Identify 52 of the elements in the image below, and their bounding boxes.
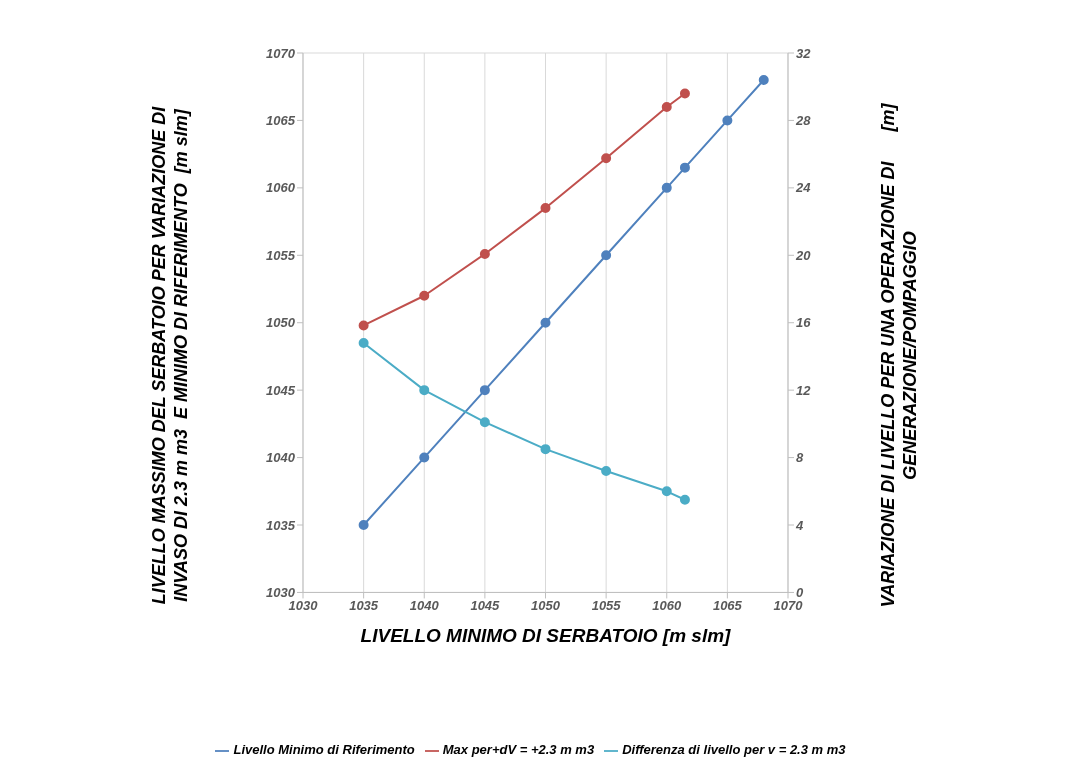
y-tick-label: 1065 [266,113,296,129]
point [419,290,430,301]
y2-tick-label: 24 [795,180,812,196]
point [722,115,733,126]
point [479,385,490,396]
x-tick-label: 1040 [409,597,440,613]
y-tick-label: 1035 [266,517,296,533]
x-tick-label: 1065 [712,597,743,613]
point [758,74,769,85]
point [601,466,612,477]
point [601,250,612,261]
y2-axis-title: VARIAZIONE DI LIVELLO PER UNA OPERAZIONE DI [m] GENERAZIONE/POMPAGGIO [877,102,920,608]
point [419,385,430,396]
y-tick-label: 1045 [266,382,296,398]
x-tick-label: 1055 [591,597,622,613]
point [679,88,690,99]
y2-tick-label: 28 [795,113,812,129]
point [661,101,672,112]
y2-tick-label: 12 [796,382,812,398]
x-tick-label: 1045 [470,597,501,613]
y-tick-label: 1055 [266,247,296,263]
point [479,417,490,428]
x-tick-label: 1035 [349,597,379,613]
x-tick-label: 1050 [531,597,561,613]
point [358,320,369,331]
point [661,486,672,497]
legend-label: Livello Minimo di Riferimento [233,742,415,758]
legend-label: Max per+dV = +2.3 m m3 [442,742,595,758]
y2-tick-label: 4 [795,517,804,533]
point [661,182,672,193]
y-tick-label: 1050 [266,315,296,331]
x-axis-title: LIVELLO MINIMO DI SERBATOIO [m slm] [360,625,732,647]
x-tick-label: 1060 [652,597,682,613]
y-tick-label: 1070 [266,45,296,61]
y2-tick-label: 32 [796,45,812,61]
point [679,494,690,505]
point [358,520,369,531]
point [479,248,490,259]
y2-tick-label: 20 [795,247,812,263]
point [419,452,430,463]
point [601,153,612,164]
point [358,337,369,348]
point [540,203,551,214]
y-tick-label: 1060 [266,180,296,196]
point [540,317,551,328]
point [540,444,551,455]
y2-tick-label: 16 [796,315,812,331]
legend-label: Differenza di livello per v = 2.3 m m3 [622,742,846,758]
y-axis-title: LIVELLO MASSIMO DEL SERBATOIO PER VARIAZIONE DI INVASO DI 2.3 m m3 E MINIMO DI RIFERIMENTO [m slm] [148,105,191,605]
y2-tick-label: 8 [796,450,804,466]
point [679,162,690,173]
y-tick-label: 1040 [266,450,296,466]
